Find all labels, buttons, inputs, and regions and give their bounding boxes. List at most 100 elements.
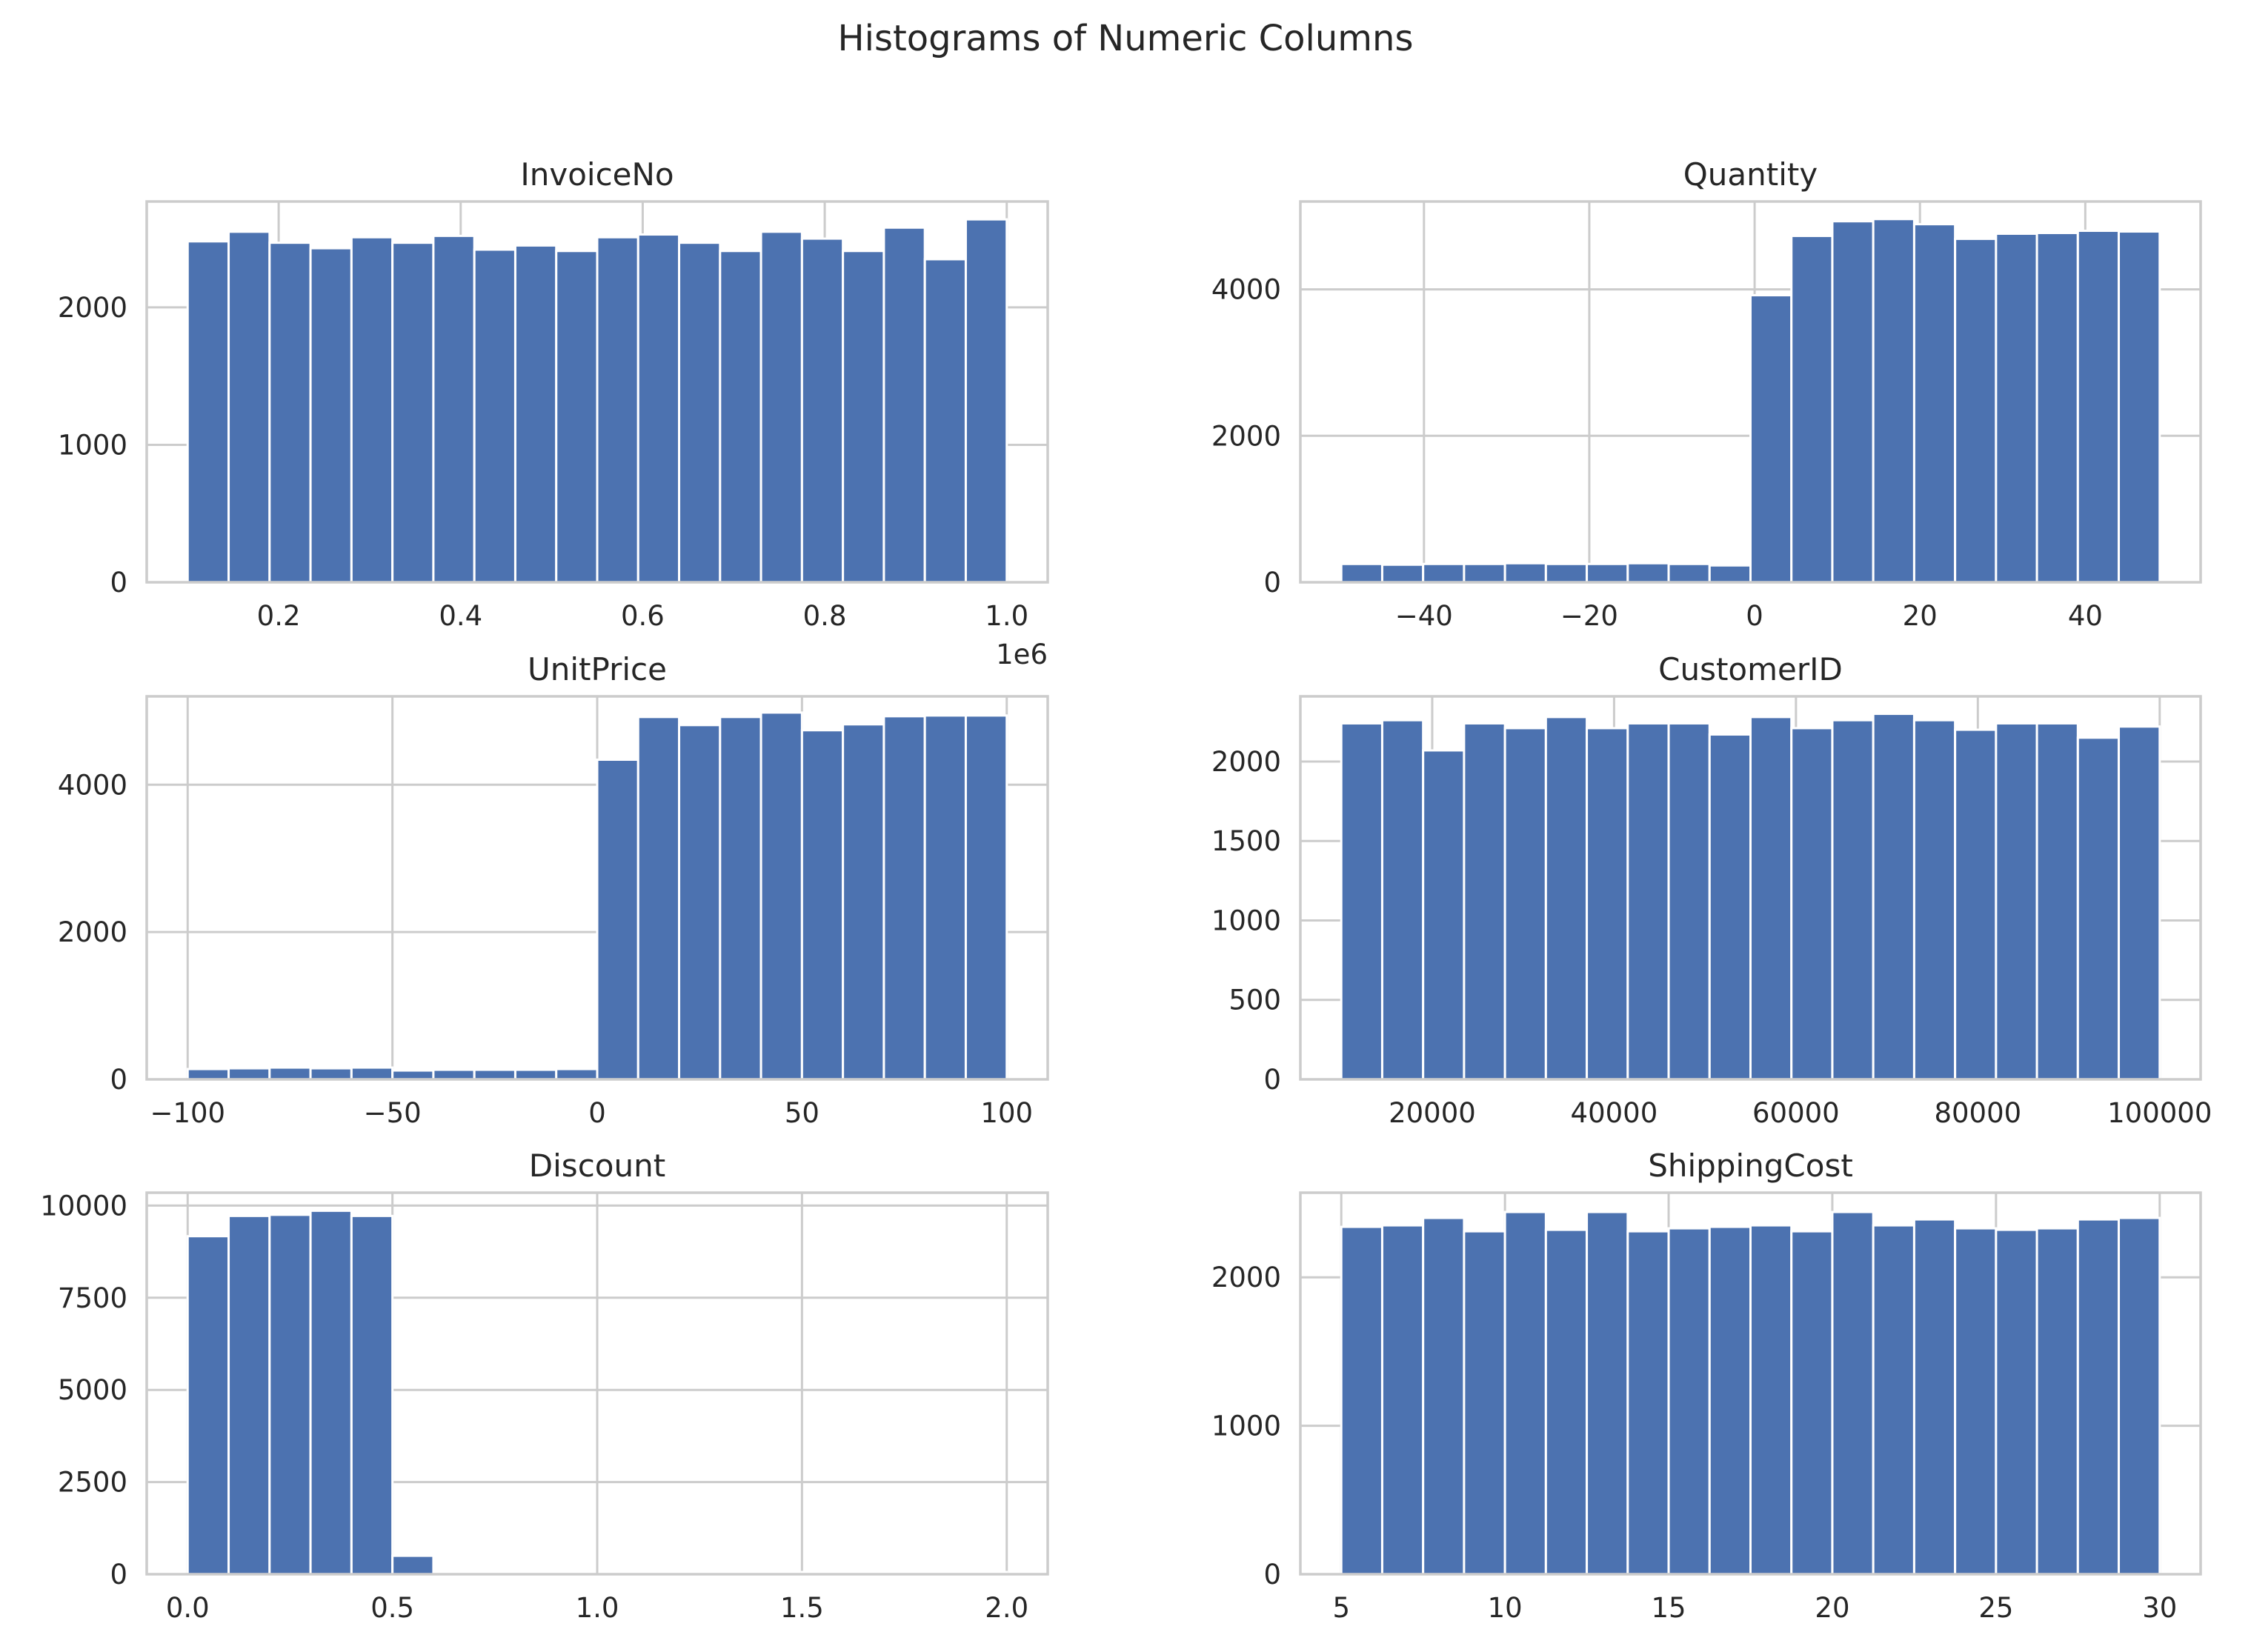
histogram-bar — [1340, 722, 1383, 1081]
histogram-bar — [555, 250, 599, 584]
histogram-bar — [1544, 562, 1589, 584]
y-tick-label: 0 — [1263, 1559, 1281, 1591]
x-tick-label: 50 — [785, 1097, 819, 1129]
x-tick-label: −100 — [150, 1097, 225, 1129]
histogram-bar — [678, 242, 722, 584]
subplot-title: UnitPrice — [528, 651, 667, 687]
y-tick-label: 2000 — [1211, 746, 1281, 778]
histogram-bar — [186, 1068, 230, 1081]
histogram-bar — [759, 230, 803, 584]
histogram-bar — [268, 1066, 312, 1081]
histogram-bar — [636, 716, 681, 1081]
x-offset-label: 1e6 — [996, 639, 1048, 670]
x-tick-label: 1.0 — [576, 1592, 619, 1624]
axes-frame — [1299, 1191, 2202, 1576]
y-tick-label: 2500 — [58, 1467, 127, 1499]
histogram-bar — [1995, 232, 2038, 584]
histogram-bar — [2118, 1216, 2161, 1576]
y-tick-label: 0 — [110, 567, 127, 599]
histogram-bar — [432, 234, 476, 584]
x-tick-label: 100 — [980, 1097, 1033, 1129]
subplot-discount: Discount 0.0 0.5 1.0 1.5 2.0 0 2500 5000 7500 1000… — [40, 1148, 1049, 1624]
histogram-bar — [882, 226, 926, 584]
histogram-bar — [1872, 218, 1915, 584]
y-tick-label: 0 — [110, 1559, 127, 1591]
y-tick-label: 4000 — [1211, 274, 1281, 306]
histogram-bar — [719, 716, 762, 1081]
histogram-bar — [1831, 220, 1875, 584]
histogram-bar — [596, 759, 639, 1081]
y-tick-label: 500 — [1228, 985, 1281, 1016]
histogram-bar — [596, 236, 639, 584]
histogram-bar — [1503, 1210, 1547, 1576]
x-tick-label: 0.8 — [803, 600, 847, 632]
x-tick-label: 0.6 — [621, 600, 665, 632]
figure-title: Histograms of Numeric Columns — [838, 18, 1414, 59]
y-tick-label: 0 — [1263, 567, 1281, 599]
histogram-bar — [1708, 733, 1752, 1081]
histogram-bar — [1708, 1225, 1752, 1576]
x-tick-label: 25 — [1978, 1592, 2013, 1624]
histogram-bar — [800, 729, 845, 1081]
subplot-unitprice: UnitPrice −100 −50 0 50 100 0 2000 4000 — [58, 651, 1049, 1129]
histogram-bar — [391, 1554, 435, 1576]
histogram-bar — [1626, 722, 1670, 1081]
histogram-bar — [719, 250, 762, 584]
histogram-bar — [268, 242, 312, 584]
histogram-bar — [1544, 1228, 1589, 1576]
histogram-bar — [1954, 1227, 1998, 1576]
x-tick-label: 20 — [1815, 1592, 1849, 1624]
x-tick-label: 0.2 — [257, 600, 301, 632]
histogram-bar — [391, 1069, 435, 1081]
histogram-bar — [800, 237, 845, 584]
y-tick-label: 5000 — [58, 1374, 127, 1406]
x-tick-label: 10 — [1488, 1592, 1523, 1624]
histogram-bar — [1422, 1216, 1466, 1576]
subplot-title: CustomerID — [1658, 651, 1843, 687]
histogram-bar — [1463, 1230, 1506, 1576]
x-tick-label: 20000 — [1389, 1097, 1476, 1129]
histogram-bar — [309, 1067, 353, 1081]
histogram-bar — [1995, 1228, 2038, 1576]
histogram-bar — [964, 714, 1008, 1081]
histogram-bar — [1340, 562, 1383, 584]
histogram-bar — [2035, 722, 2079, 1081]
x-tick-label: 0.5 — [370, 1592, 414, 1624]
histogram-bar — [882, 715, 926, 1081]
x-tick-label: 20 — [1903, 600, 1938, 632]
histogram-bar — [350, 1066, 394, 1081]
y-tick-label: 2000 — [58, 916, 127, 948]
histogram-bar — [1380, 563, 1425, 584]
histogram-bar — [1912, 1218, 1957, 1576]
histogram-bar — [2035, 232, 2079, 584]
x-tick-label: 1.5 — [780, 1592, 824, 1624]
x-tick-label: 40000 — [1571, 1097, 1658, 1129]
histogram-bar — [1626, 1230, 1670, 1576]
histogram-bar — [1380, 719, 1425, 1081]
histogram-bar — [227, 1214, 271, 1576]
histogram-bar — [268, 1213, 312, 1576]
axes-frame — [145, 200, 1049, 584]
histogram-bar — [923, 258, 967, 584]
y-tick-label: 4000 — [58, 769, 127, 801]
histogram-bar — [964, 218, 1008, 584]
y-tick-label: 2000 — [58, 292, 127, 324]
subplot-title: ShippingCost — [1648, 1148, 1853, 1184]
axes-frame — [145, 695, 1049, 1081]
x-tick-label: 0.4 — [439, 600, 482, 632]
x-tick-label: 0 — [1746, 600, 1763, 632]
x-tick-label: 2.0 — [985, 1592, 1028, 1624]
histogram-bar — [1749, 1224, 1793, 1576]
x-tick-label: −20 — [1560, 600, 1618, 632]
y-tick-label: 1000 — [58, 429, 127, 461]
histogram-bar — [1667, 562, 1711, 584]
histogram-bar — [678, 724, 722, 1081]
y-tick-label: 7500 — [58, 1282, 127, 1314]
histogram-bar — [1422, 749, 1466, 1081]
histogram-bar — [1463, 722, 1506, 1081]
histogram-bar — [2076, 230, 2121, 584]
y-tick-label: 1500 — [1211, 825, 1281, 857]
histogram-bar — [186, 1235, 230, 1576]
histogram-bar — [1831, 719, 1875, 1081]
x-tick-label: 0 — [588, 1097, 606, 1129]
